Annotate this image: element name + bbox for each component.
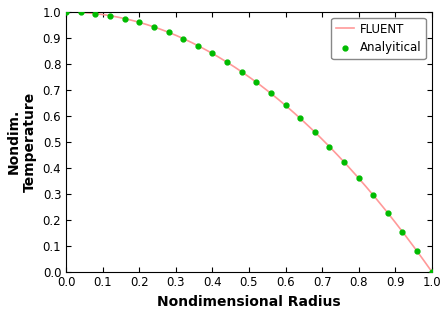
Y-axis label: Nondim.
Temperature: Nondim. Temperature: [7, 92, 37, 192]
Analyitical: [121, 16, 128, 21]
FLUENT: [287, 107, 293, 111]
Analyitical: [151, 24, 158, 29]
FLUENT: [280, 101, 285, 105]
Legend: FLUENT, Analyitical: FLUENT, Analyitical: [331, 18, 426, 59]
Analyitical: [224, 60, 231, 65]
Analyitical: [77, 10, 84, 15]
Analyitical: [107, 13, 114, 18]
FLUENT: [281, 102, 287, 106]
Analyitical: [414, 249, 421, 254]
Analyitical: [297, 116, 304, 121]
Analyitical: [384, 210, 392, 216]
Analyitical: [136, 20, 143, 25]
Analyitical: [238, 69, 245, 74]
Analyitical: [340, 159, 348, 164]
FLUENT: [65, 10, 70, 14]
Analyitical: [326, 144, 333, 149]
FLUENT: [64, 10, 69, 14]
Analyitical: [63, 9, 70, 15]
FLUENT: [371, 195, 377, 198]
Analyitical: [311, 130, 319, 135]
Line: FLUENT: FLUENT: [66, 12, 432, 272]
Analyitical: [180, 36, 187, 41]
X-axis label: Nondimensional Radius: Nondimensional Radius: [157, 295, 341, 309]
Analyitical: [267, 91, 275, 96]
Analyitical: [194, 43, 201, 48]
Analyitical: [92, 11, 99, 16]
Analyitical: [355, 176, 362, 181]
Analyitical: [428, 269, 435, 274]
Analyitical: [253, 80, 260, 85]
Analyitical: [282, 103, 289, 108]
Analyitical: [370, 193, 377, 198]
Analyitical: [165, 30, 172, 35]
FLUENT: [395, 223, 400, 227]
Analyitical: [399, 229, 406, 234]
FLUENT: [429, 270, 435, 274]
Analyitical: [209, 51, 216, 56]
